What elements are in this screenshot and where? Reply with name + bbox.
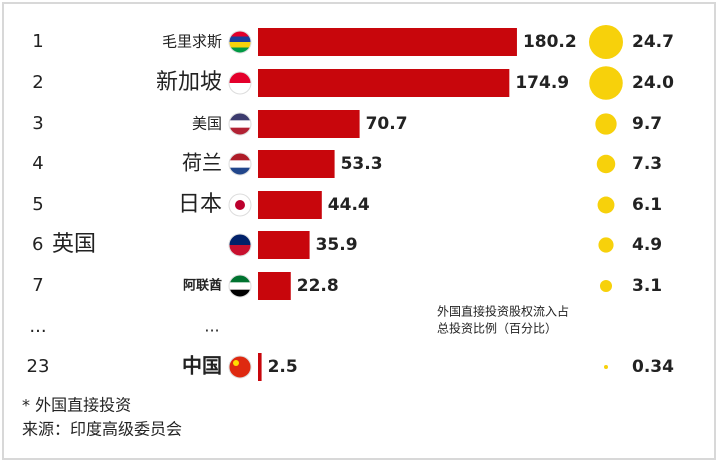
annotation: 总投资比例（百分比）	[437, 321, 557, 336]
rank: 4	[32, 153, 43, 174]
value-label: 22.8	[297, 276, 339, 296]
flag	[229, 113, 251, 135]
value-label: 44.4	[328, 195, 370, 215]
bar	[258, 28, 517, 56]
bubble-label: 24.7	[632, 32, 674, 52]
rank: 2	[32, 72, 43, 93]
bubble-label: 3.1	[632, 276, 662, 296]
bubble	[589, 25, 623, 59]
flag	[229, 72, 251, 94]
flag	[229, 275, 251, 297]
flag-rim	[228, 274, 252, 298]
flag	[229, 153, 251, 175]
category-label: 荷兰	[182, 151, 222, 175]
bar	[258, 353, 262, 381]
bubble	[597, 196, 615, 214]
bar	[258, 110, 360, 138]
bubble	[599, 279, 613, 293]
category-label: 新加坡	[156, 70, 222, 95]
annotation: 外国直接投资股权流入占	[437, 304, 569, 319]
category-label: 美国	[192, 115, 222, 133]
bubble-label: 24.0	[632, 73, 674, 93]
rank: 6	[32, 234, 43, 255]
flag-dot	[235, 200, 245, 210]
flag-rim	[228, 30, 252, 54]
rank: 3	[32, 113, 43, 134]
flag-rim	[228, 112, 252, 136]
category-label: 英国	[52, 232, 96, 257]
bar	[258, 191, 322, 219]
value-label: 180.2	[523, 32, 577, 52]
category-label: ...	[204, 317, 219, 336]
bubble	[595, 113, 617, 135]
rank: 1	[32, 31, 43, 52]
category-label: 中国	[182, 354, 222, 378]
bubble-label: 4.9	[632, 235, 662, 255]
footnote: 来源：印度高级委员会	[22, 420, 182, 439]
category-label: 阿联酋	[183, 278, 222, 294]
value-label: 35.9	[316, 235, 358, 255]
category-label: 毛里求斯	[162, 33, 222, 51]
bar	[258, 231, 310, 259]
value-label: 53.3	[341, 154, 383, 174]
bar	[258, 150, 335, 178]
value-label: 70.7	[366, 114, 408, 134]
bubble	[598, 237, 614, 253]
flag-rim	[228, 233, 252, 257]
rank: 23	[27, 356, 50, 377]
flag-rim	[228, 152, 252, 176]
flag-rim	[228, 355, 252, 379]
rank: 5	[32, 194, 43, 215]
rank: 7	[32, 275, 43, 296]
footnote: * 外国直接投资	[22, 396, 131, 415]
value-label: 174.9	[515, 73, 569, 93]
bubble	[589, 66, 623, 100]
flag-rim	[228, 71, 252, 95]
bubble-label: 9.7	[632, 114, 662, 134]
flag-rim	[228, 193, 252, 217]
bubble-label: 7.3	[632, 154, 662, 174]
bubble	[596, 154, 616, 174]
bubble-label: 0.34	[632, 357, 674, 377]
bubble	[604, 365, 608, 369]
bar	[258, 272, 291, 300]
bubble-label: 6.1	[632, 195, 662, 215]
bar	[258, 69, 510, 97]
rank: ...	[29, 316, 46, 337]
flag	[229, 234, 251, 256]
value-label: 2.5	[268, 357, 298, 377]
flag-star	[233, 360, 239, 366]
flag	[229, 31, 251, 53]
category-label: 日本	[178, 192, 222, 217]
